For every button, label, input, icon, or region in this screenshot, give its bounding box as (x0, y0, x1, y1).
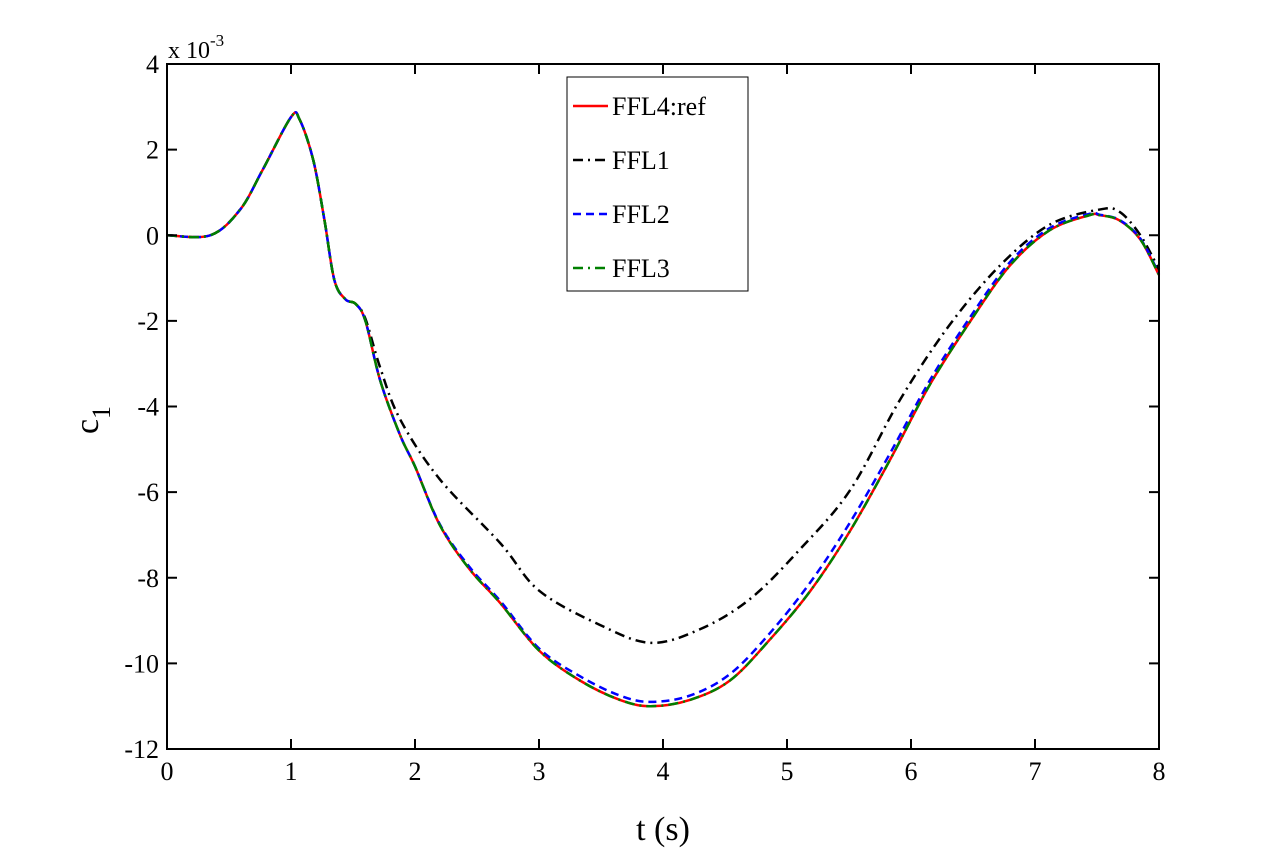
y-tick-label: -6 (137, 478, 159, 507)
y-tick-label: -2 (137, 307, 159, 336)
legend-label: FFL4:ref (612, 92, 706, 121)
x-axis-label: t (s) (636, 811, 690, 848)
y-tick-label: 4 (146, 50, 159, 79)
legend-label: FFL2 (612, 200, 670, 229)
y-axis-label-group: c1 (69, 406, 116, 434)
legend-box (566, 76, 749, 292)
legend: FFL4:ref FFL1 FFL2 FFL3 (566, 76, 749, 292)
legend-item: FFL2 (573, 200, 670, 229)
legend-item: FFL4:ref (573, 92, 706, 121)
y-tick-label: 0 (146, 221, 159, 250)
legend-item: FFL3 (573, 254, 670, 283)
x-tick-label: 6 (905, 757, 918, 786)
series-line-ffl1 (166, 111, 1161, 645)
y-tick-label: -8 (137, 564, 159, 593)
legend-label: FFL3 (612, 254, 670, 283)
y-multiplier-base: x 10 (168, 38, 210, 64)
series-layer (166, 111, 1161, 708)
series-line-ffl3 (166, 111, 1161, 708)
y-axis-label-subscript: 1 (87, 406, 116, 419)
x-tick-label: 4 (657, 757, 670, 786)
x-tick-label: 7 (1029, 757, 1042, 786)
legend-label: FFL1 (612, 146, 670, 175)
y-tick-label: -4 (137, 393, 159, 422)
y-axis-label: c1 (69, 406, 116, 434)
x-tick-label: 2 (409, 757, 422, 786)
y-tick-label: 2 (146, 136, 159, 165)
y-multiplier-exponent: -3 (210, 31, 224, 50)
x-tick-label: 0 (161, 757, 174, 786)
ticks-layer: 0 1 2 3 4 5 6 7 8 4 2 0 -2 -4 -6 -8 -10 -12 (124, 50, 1165, 786)
y-tick-label: -12 (124, 735, 159, 764)
x-tick-label: 1 (285, 757, 298, 786)
x-tick-label: 8 (1153, 757, 1166, 786)
y-multiplier: x 10-3 (168, 31, 224, 64)
legend-item: FFL1 (573, 146, 670, 175)
x-tick-label: 3 (533, 757, 546, 786)
x-tick-label: 5 (781, 757, 794, 786)
y-tick-label: -10 (124, 649, 159, 678)
